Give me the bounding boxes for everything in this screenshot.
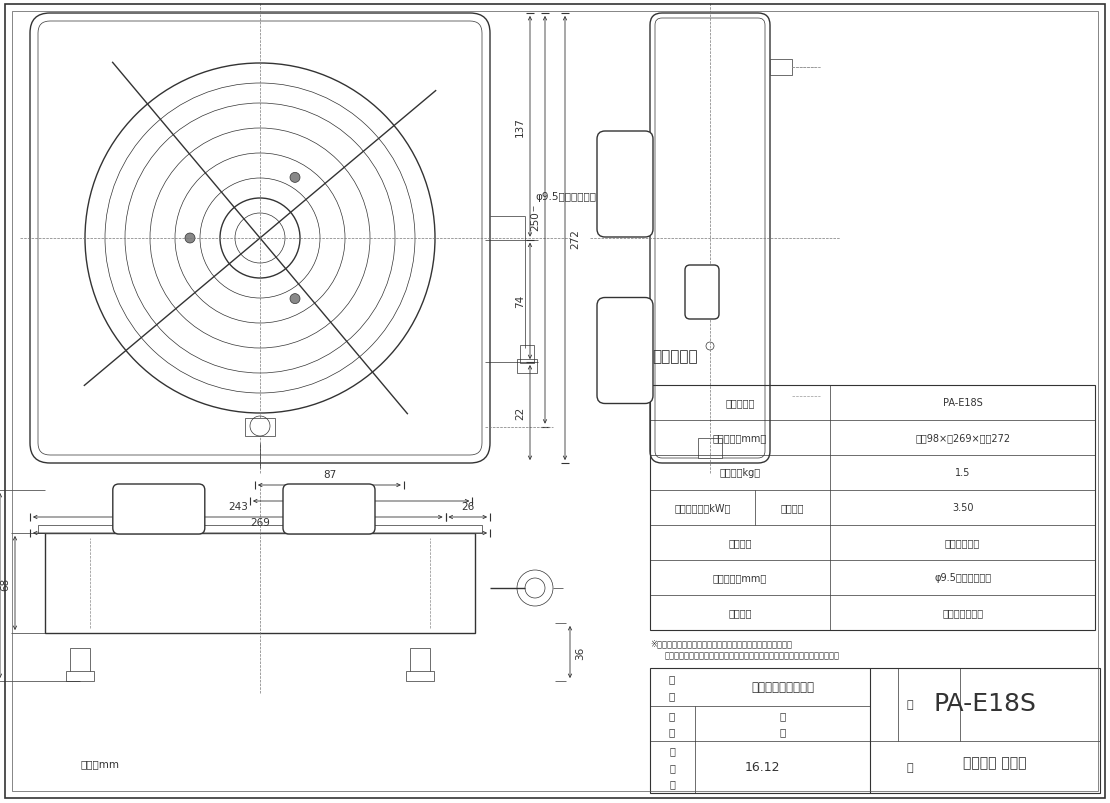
Text: 全点火時: 全点火時 (780, 503, 804, 513)
Bar (650, 385, 1094, 630)
Bar (46, 533, 475, 634)
FancyBboxPatch shape (30, 14, 490, 463)
Bar (698, 438, 722, 459)
Text: 安全装置: 安全装置 (728, 608, 751, 618)
Text: 74: 74 (515, 295, 525, 308)
Text: 269: 269 (250, 517, 270, 528)
Text: 単位：mm: 単位：mm (80, 758, 119, 768)
FancyBboxPatch shape (283, 484, 375, 534)
Text: 品
名: 品 名 (669, 674, 675, 700)
Text: 22: 22 (515, 406, 525, 420)
Circle shape (290, 173, 300, 183)
Circle shape (290, 294, 300, 304)
Bar (38, 525, 482, 533)
Text: 《仕　様》: 《仕 様》 (652, 349, 697, 364)
Text: 株式会社 パロマ: 株式会社 パロマ (963, 755, 1027, 768)
Circle shape (185, 234, 195, 243)
Text: 272: 272 (571, 229, 581, 249)
Text: 商　品　名: 商 品 名 (726, 398, 755, 408)
Bar (770, 60, 793, 76)
Text: 26: 26 (461, 501, 474, 512)
Text: 16.12: 16.12 (745, 760, 780, 773)
Text: 137: 137 (515, 117, 525, 137)
Text: 型: 型 (907, 699, 914, 709)
Bar (650, 668, 1100, 793)
Text: 式: 式 (907, 762, 914, 772)
Text: 高き98×席269×契行272: 高き98×席269×契行272 (915, 433, 1010, 443)
Text: 36: 36 (575, 646, 585, 658)
Text: ※仕様は改良のためお知らせせずに変更することがあります。: ※仕様は改良のためお知らせせずに変更することがあります。 (650, 638, 793, 647)
Text: 外形寸法（mm）: 外形寸法（mm） (713, 433, 767, 443)
FancyBboxPatch shape (685, 266, 719, 320)
Bar (245, 418, 275, 437)
Text: 130: 130 (351, 485, 371, 495)
Bar (410, 648, 430, 673)
Bar (65, 671, 94, 681)
Bar (519, 345, 534, 364)
Text: 1.5: 1.5 (955, 468, 970, 478)
Text: PA-E18S: PA-E18S (942, 398, 982, 408)
Text: φ9.5ガス用ゴム管: φ9.5ガス用ゴム管 (934, 573, 991, 583)
Text: 尺
度: 尺 度 (669, 710, 675, 736)
Text: 250: 250 (529, 210, 539, 230)
Text: 243: 243 (228, 501, 248, 512)
Text: 接続寸法（mm）: 接続寸法（mm） (713, 573, 767, 583)
Text: φ9.5ホースエンド: φ9.5ホースエンド (535, 191, 596, 202)
Text: 点火方式: 点火方式 (728, 538, 751, 548)
Text: 図
番: 図 番 (779, 710, 786, 736)
FancyBboxPatch shape (597, 132, 653, 238)
Bar (406, 671, 434, 681)
FancyBboxPatch shape (597, 298, 653, 404)
Bar (70, 648, 90, 673)
Text: 又、表数値は、標準ですので、ガス種によって数値が変わることがあります。: 又、表数値は、標準ですので、ガス種によって数値が変わることがあります。 (665, 650, 840, 659)
Text: 質　量（kg）: 質 量（kg） (719, 468, 760, 478)
FancyBboxPatch shape (650, 14, 770, 463)
Text: ガス消費量（kW）: ガス消費量（kW） (674, 503, 730, 513)
Text: 87: 87 (323, 470, 336, 479)
Text: 68: 68 (0, 577, 10, 590)
Bar (517, 360, 537, 373)
Text: 圧電点火方式: 圧電点火方式 (945, 538, 980, 548)
FancyBboxPatch shape (113, 484, 205, 534)
Text: ガステーブルコンロ: ガステーブルコンロ (751, 680, 814, 693)
Text: 3.50: 3.50 (952, 503, 973, 513)
Text: PA-E18S: PA-E18S (934, 691, 1037, 715)
Text: 立消え安全装置: 立消え安全装置 (942, 608, 983, 618)
Text: 更
新
日: 更 新 日 (669, 745, 675, 789)
